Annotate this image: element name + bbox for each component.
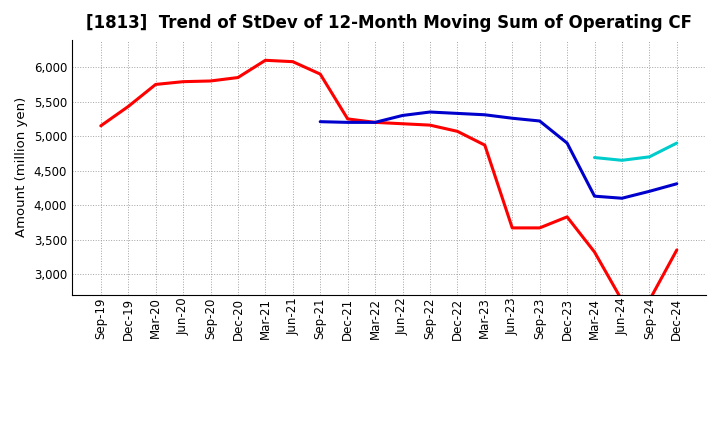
5 Years [536, 118, 544, 124]
Line: 5 Years: 5 Years [320, 112, 677, 198]
Legend: 3 Years, 5 Years, 7 Years, 10 Years: 3 Years, 5 Years, 7 Years, 10 Years [180, 434, 598, 440]
3 Years [453, 128, 462, 134]
3 Years [206, 78, 215, 84]
3 Years [151, 82, 160, 87]
Y-axis label: Amount (million yen): Amount (million yen) [15, 97, 28, 237]
3 Years [563, 214, 572, 220]
5 Years [426, 110, 434, 115]
3 Years [480, 143, 489, 148]
5 Years [398, 113, 407, 118]
3 Years [672, 247, 681, 253]
5 Years [316, 119, 325, 125]
3 Years [261, 58, 270, 63]
5 Years [343, 120, 352, 125]
3 Years [590, 249, 599, 255]
3 Years [233, 75, 242, 80]
3 Years [426, 122, 434, 128]
7 Years [618, 158, 626, 163]
3 Years [96, 123, 105, 128]
Line: 3 Years: 3 Years [101, 60, 677, 301]
5 Years [480, 112, 489, 117]
3 Years [398, 121, 407, 126]
3 Years [124, 104, 132, 109]
5 Years [508, 116, 516, 121]
3 Years [316, 71, 325, 77]
5 Years [645, 189, 654, 194]
5 Years [590, 194, 599, 199]
3 Years [645, 298, 654, 303]
3 Years [289, 59, 297, 64]
Title: [1813]  Trend of StDev of 12-Month Moving Sum of Operating CF: [1813] Trend of StDev of 12-Month Moving… [86, 15, 692, 33]
5 Years [453, 111, 462, 116]
5 Years [618, 196, 626, 201]
7 Years [645, 154, 654, 159]
7 Years [672, 140, 681, 146]
5 Years [672, 181, 681, 187]
5 Years [371, 120, 379, 125]
3 Years [508, 225, 516, 231]
Line: 7 Years: 7 Years [595, 143, 677, 160]
5 Years [563, 140, 572, 146]
3 Years [343, 116, 352, 121]
3 Years [371, 120, 379, 125]
3 Years [536, 225, 544, 231]
3 Years [618, 298, 626, 303]
3 Years [179, 79, 187, 84]
7 Years [590, 155, 599, 160]
